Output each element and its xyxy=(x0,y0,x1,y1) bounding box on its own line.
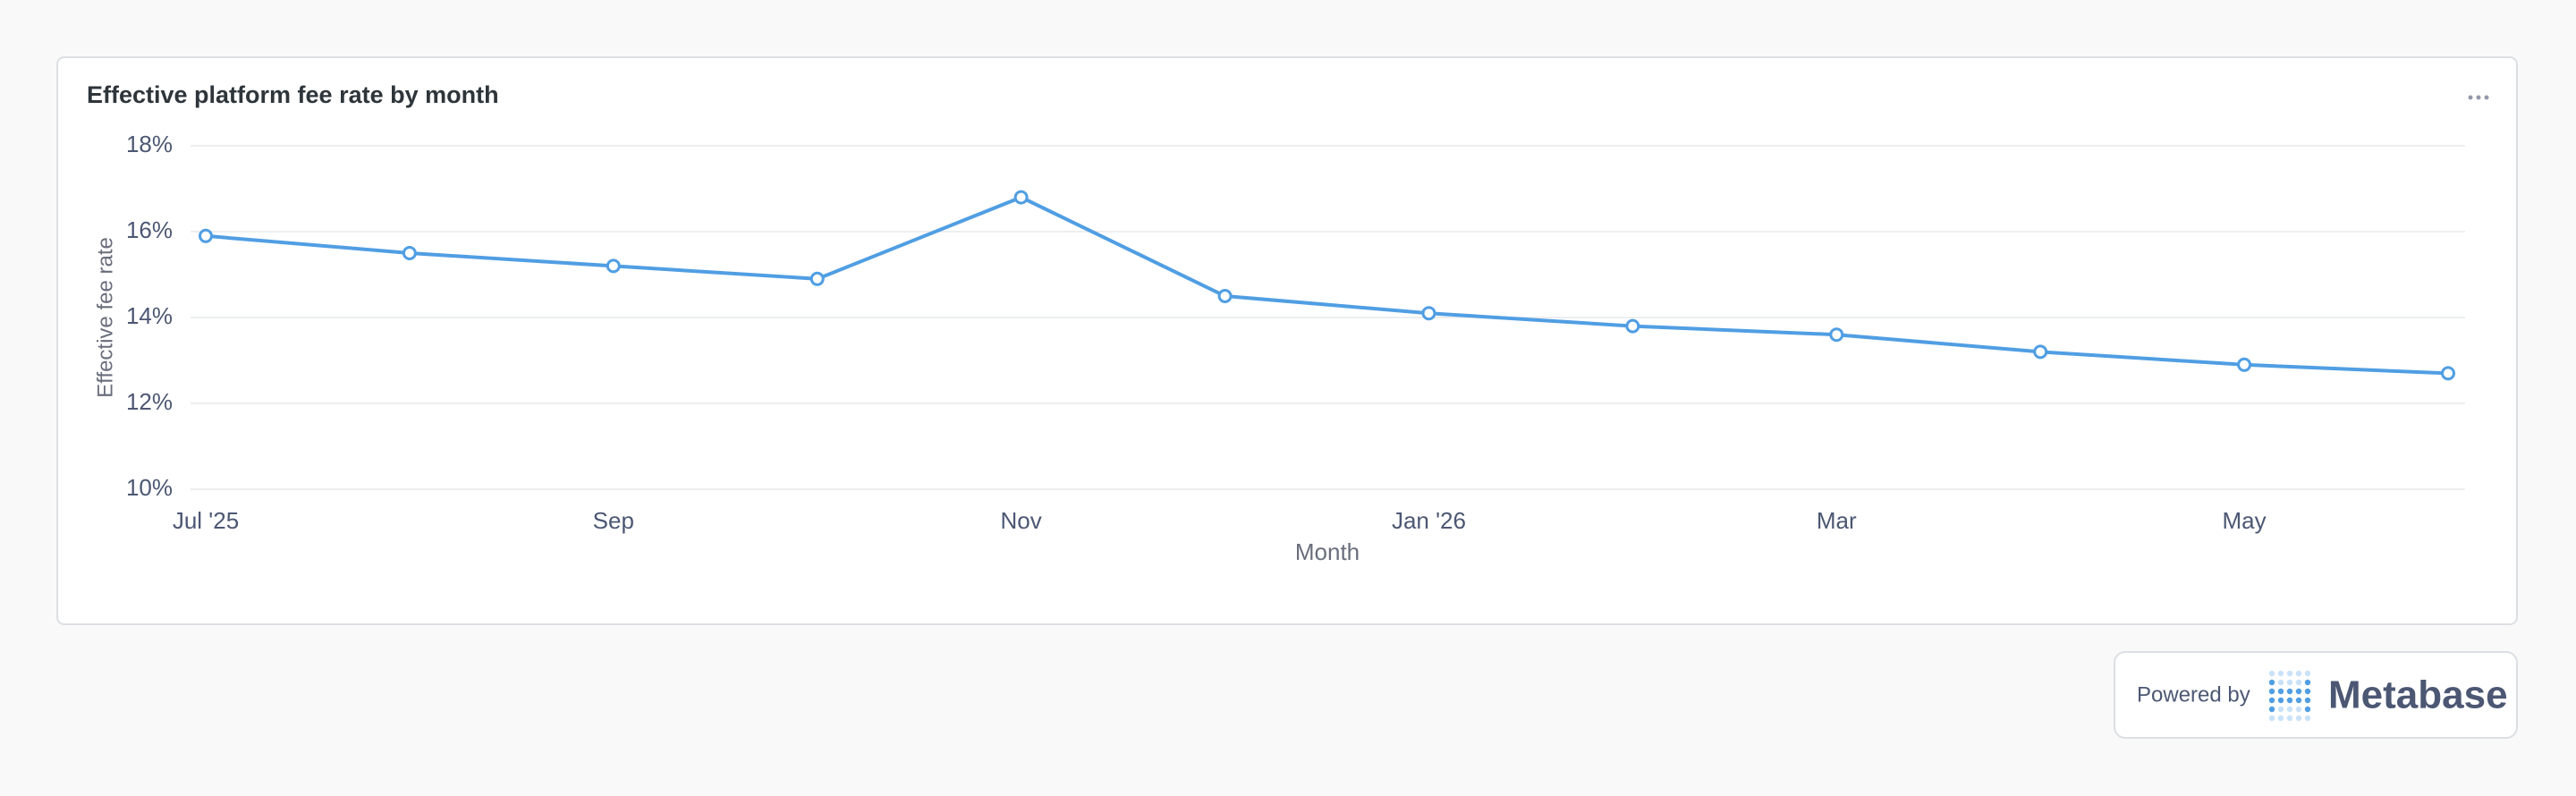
logo-dot xyxy=(2304,670,2311,677)
x-tick-label: Sep xyxy=(593,507,634,534)
logo-dot xyxy=(2268,706,2275,713)
data-point xyxy=(1217,289,1233,303)
logo-dot xyxy=(2304,715,2311,722)
logo-dot xyxy=(2277,706,2284,713)
x-tick-label: Nov xyxy=(1001,507,1042,534)
logo-dot xyxy=(2304,706,2311,713)
logo-dot xyxy=(2304,697,2311,704)
card-menu[interactable] xyxy=(2468,95,2489,100)
logo-dot xyxy=(2304,688,2311,695)
logo-dot xyxy=(2277,670,2284,677)
data-point xyxy=(1421,306,1436,321)
logo-dot xyxy=(2268,679,2275,686)
data-point xyxy=(606,258,621,274)
y-tick-label: 10% xyxy=(126,474,173,501)
logo-dot xyxy=(2295,679,2302,686)
y-tick-label: 18% xyxy=(126,131,173,157)
data-point xyxy=(1013,190,1029,205)
logo-dot xyxy=(2277,697,2284,704)
logo-dot xyxy=(2295,688,2302,695)
powered-by-badge[interactable]: Powered by Metabase xyxy=(2114,651,2518,739)
logo-dot xyxy=(2295,670,2302,677)
logo-dot xyxy=(2286,679,2293,686)
x-tick-label: Jan '26 xyxy=(1392,507,1466,534)
y-tick-label: 14% xyxy=(126,302,173,329)
logo-dot xyxy=(2268,688,2275,695)
data-point xyxy=(199,228,213,243)
x-tick-label: Jul '25 xyxy=(173,507,239,534)
menu-dot xyxy=(2476,95,2481,100)
logo-dot xyxy=(2295,715,2302,722)
logo-dot xyxy=(2304,679,2311,686)
logo-dot xyxy=(2286,670,2293,677)
chart-title: Effective platform fee rate by month xyxy=(87,81,499,108)
data-point xyxy=(1625,318,1640,334)
menu-dot xyxy=(2468,95,2473,100)
logo-dot xyxy=(2268,670,2275,677)
menu-dot xyxy=(2484,95,2489,100)
logo-dot xyxy=(2277,679,2284,686)
x-tick-label: Mar xyxy=(1817,507,1857,534)
y-tick-label: 16% xyxy=(126,216,173,243)
data-point xyxy=(809,271,825,286)
x-axis-title: Month xyxy=(1295,538,1360,565)
card xyxy=(56,56,2518,625)
logo-dot xyxy=(2268,715,2275,722)
logo-dot xyxy=(2286,688,2293,695)
logo-dot xyxy=(2277,688,2284,695)
logo-dot xyxy=(2295,697,2302,704)
data-point xyxy=(2033,344,2048,360)
logo-dot xyxy=(2286,715,2293,722)
logo-dot xyxy=(2295,706,2302,713)
series-line xyxy=(205,195,2449,376)
metabase-logo xyxy=(2268,670,2311,722)
badge-box xyxy=(2114,651,2518,739)
logo-dot xyxy=(2268,697,2275,704)
y-axis-title: Effective fee rate xyxy=(93,237,117,398)
data-point xyxy=(2441,366,2455,381)
logo-dot xyxy=(2277,715,2284,722)
data-point xyxy=(2237,357,2252,372)
x-tick-label: May xyxy=(2223,507,2267,534)
y-tick-label: 12% xyxy=(126,388,173,415)
logo-dot xyxy=(2286,706,2293,713)
logo-dot xyxy=(2286,697,2293,704)
data-point xyxy=(402,246,417,260)
data-point xyxy=(1829,327,1844,343)
powered-by-text: Powered by xyxy=(2137,682,2250,707)
brand-text: Metabase xyxy=(2328,673,2508,717)
